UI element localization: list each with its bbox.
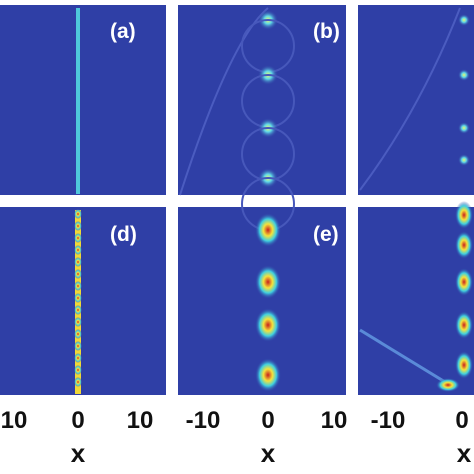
blob: [255, 265, 281, 299]
panel-label: (d): [110, 223, 137, 246]
spot: [458, 69, 470, 81]
bead: [74, 353, 82, 363]
stripe: [76, 8, 80, 194]
panel-label: (b): [313, 20, 340, 43]
blob: [255, 358, 281, 392]
panel-c: [358, 5, 474, 195]
blob: [455, 201, 473, 229]
spot: [458, 122, 470, 134]
blob: [455, 351, 473, 379]
tick-label: 0: [261, 407, 274, 434]
tick-label: 10: [1, 407, 28, 434]
spot: [458, 154, 470, 166]
bead: [74, 245, 82, 255]
bead: [74, 329, 82, 339]
bead: [74, 233, 82, 243]
panel-a: [0, 5, 166, 195]
blob: [455, 311, 473, 339]
blob: [436, 378, 460, 392]
bead: [74, 293, 82, 303]
bead: [74, 257, 82, 267]
panels: [0, 5, 474, 395]
panel-label: (e): [313, 223, 339, 246]
tick-label: 0: [71, 407, 84, 434]
tick-label: -10: [186, 407, 221, 434]
tick-label: 10: [321, 407, 348, 434]
blob: [255, 308, 281, 342]
bead: [74, 209, 82, 219]
blob: [455, 231, 473, 259]
wave: [359, 7, 461, 191]
panel-d: [0, 207, 166, 395]
blob: [255, 213, 281, 247]
panel-b: [178, 5, 346, 195]
wave: [359, 328, 451, 387]
bead: [74, 269, 82, 279]
tick-label: 10: [127, 407, 154, 434]
tick-label: -10: [371, 407, 406, 434]
axis-label: x: [261, 438, 276, 468]
bead: [74, 305, 82, 315]
bead: [74, 317, 82, 327]
tick-label: 0: [455, 407, 468, 434]
panel-label: (a): [110, 20, 136, 43]
bead: [74, 365, 82, 375]
bead: [74, 221, 82, 231]
spot: [458, 14, 470, 26]
axis-label: x: [71, 438, 86, 468]
blob: [455, 268, 473, 296]
axis-label: x: [457, 438, 472, 468]
bead: [74, 377, 82, 387]
bead: [74, 281, 82, 291]
bead: [74, 341, 82, 351]
